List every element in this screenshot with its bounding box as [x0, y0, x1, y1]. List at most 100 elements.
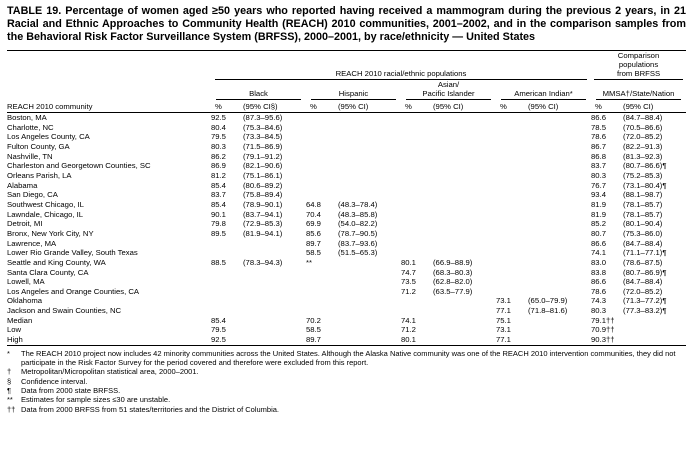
footnote-marker: * — [7, 348, 10, 358]
ci-cell — [433, 142, 496, 152]
data-table: REACH 2010 racial/ethnic populations Com… — [7, 50, 687, 346]
ci-cell — [243, 335, 306, 345]
percent-cell: 88.5 — [211, 257, 226, 267]
footnote: †† Data from 2000 BRFSS from 51 states/te… — [7, 405, 686, 414]
percent-cell: ** — [306, 257, 312, 267]
percent-cell — [211, 287, 243, 297]
percent-cell: 90.1 — [211, 209, 226, 219]
community-cell: Charlotte, NC — [7, 122, 54, 132]
percent-cell: 80.1 — [401, 335, 416, 345]
percent-cell: 83.0 — [591, 257, 606, 267]
ci-cell — [528, 132, 591, 142]
percent-cell: 89.7 — [306, 238, 321, 248]
ci-cell — [528, 219, 591, 229]
percent-cell — [306, 181, 338, 191]
table-row: Oklahoma 73.1 (65.0–79.9) 74.3 (71.3–77.2)¶ — [7, 296, 686, 306]
percent-cell — [496, 190, 528, 200]
ci-cell: (62.8–82.0) — [433, 277, 473, 287]
footnote-marker: § — [7, 376, 12, 386]
community-cell: Fulton County, GA — [7, 141, 70, 151]
reach-populations-header: REACH 2010 racial/ethnic populations — [211, 51, 591, 80]
table-row: Fulton County, GA 80.3 (71.5–86.9) 86.7 (82.… — [7, 142, 686, 152]
percent-cell: 69.9 — [306, 219, 321, 229]
ci-cell — [528, 229, 591, 239]
percent-cell — [401, 123, 433, 133]
percent-cell: 85.2 — [591, 219, 606, 229]
percent-cell: 79.1†† — [591, 315, 615, 325]
percent-cell — [401, 113, 433, 123]
ci-cell — [433, 171, 496, 181]
ci-col-header: (95% CI) — [338, 100, 401, 113]
ci-cell — [338, 113, 401, 123]
percent-cell — [306, 190, 338, 200]
percent-cell: 85.6 — [306, 228, 321, 238]
ci-cell: (75.3–86.0) — [623, 228, 663, 238]
community-cell: Charleston and Georgetown Counties, SC — [7, 161, 151, 171]
document-page: TABLE 19. Percentage of women aged ≥50 y… — [7, 5, 687, 414]
reach-populations-label: REACH 2010 racial/ethnic populations — [215, 69, 588, 80]
percent-cell: 86.6 — [591, 113, 606, 122]
percent-cell — [211, 277, 243, 287]
percent-cell — [401, 132, 433, 142]
ci-cell: (78.6–87.5) — [623, 257, 663, 267]
table-row: Alabama 85.4 (80.6–89.2) 76.7 (73.1–80.4)¶ — [7, 181, 686, 191]
ci-cell: (75.3–84.6) — [243, 122, 283, 132]
community-col-spacer — [7, 51, 211, 81]
ci-cell — [433, 325, 496, 335]
percent-cell: 58.5 — [306, 248, 321, 258]
community-column-header: REACH 2010 community — [7, 100, 211, 113]
ci-cell: (84.7–88.4) — [623, 277, 663, 287]
ci-cell — [338, 258, 401, 268]
ci-cell — [528, 161, 591, 171]
ci-cell: (81.9–94.1) — [243, 228, 283, 238]
percent-cell: 79.8 — [211, 219, 226, 229]
ci-cell: (80.7–86.6)¶ — [623, 161, 667, 171]
ci-cell: (72.0–85.2) — [623, 132, 663, 142]
table-row: San Diego, CA 83.7 (75.8–89.4) 93.4 (88.1–98… — [7, 190, 686, 200]
ci-cell — [528, 277, 591, 287]
ci-cell: (80.7–86.9)¶ — [623, 267, 667, 277]
group-band-row: REACH 2010 racial/ethnic populations Com… — [7, 51, 686, 81]
ci-cell — [433, 190, 496, 200]
ci-cell — [528, 190, 591, 200]
column-labels-row: REACH 2010 community % (95% CI§) % (95% … — [7, 100, 687, 113]
percent-cell: 78.5 — [591, 122, 606, 132]
ci-cell: (80.1–90.4) — [623, 219, 663, 229]
ci-cell: (70.5–86.6) — [623, 122, 663, 132]
ci-cell — [338, 181, 401, 191]
ci-cell — [528, 171, 591, 181]
ci-cell: (80.6–89.2) — [243, 180, 283, 190]
ci-cell — [243, 316, 306, 326]
percent-cell: 74.7 — [401, 267, 416, 277]
footnote-text: Data from 2000 BRFSS from 51 states/terr… — [21, 404, 280, 414]
ci-cell — [528, 268, 591, 278]
table-row: Orleans Parish, LA 81.2 (75.1–86.1) 80.3 (75… — [7, 171, 686, 181]
ci-cell — [433, 210, 496, 220]
percent-cell — [401, 190, 433, 200]
ci-cell: (78.1–85.7) — [623, 199, 663, 209]
ci-cell — [433, 113, 496, 123]
percent-cell: 70.2 — [306, 315, 321, 325]
ci-cell: (75.8–89.4) — [243, 190, 283, 200]
percent-cell: 80.3 — [211, 141, 226, 151]
percent-cell: 73.5 — [401, 277, 416, 287]
footnote-marker: †† — [7, 404, 16, 414]
percent-cell: 81.2 — [211, 170, 226, 180]
ci-cell: (72.9–85.3) — [243, 219, 283, 229]
ci-cell: (54.0–82.2) — [338, 219, 378, 229]
ci-cell — [433, 123, 496, 133]
ci-cell: (78.7–90.5) — [338, 228, 378, 238]
percent-cell — [306, 306, 338, 316]
percent-cell — [401, 248, 433, 258]
table-row: Charleston and Georgetown Counties, SC 86… — [7, 161, 686, 171]
ci-cell: (68.3–80.3) — [433, 267, 473, 277]
ci-cell — [338, 287, 401, 297]
community-cell: Low — [7, 325, 22, 335]
footnote-text: The REACH 2010 project now includes 42 m… — [21, 348, 676, 368]
footnote-text: Metropolitan/Micropolitan statistical ar… — [21, 367, 199, 377]
ci-cell — [243, 248, 306, 258]
table-row: Los Angeles County, CA 79.5 (73.3–84.5) 78.… — [7, 132, 686, 142]
percent-cell: 71.2 — [401, 286, 416, 296]
percent-cell: 74.3 — [591, 296, 606, 306]
ci-cell: (51.5–65.3) — [338, 248, 378, 258]
